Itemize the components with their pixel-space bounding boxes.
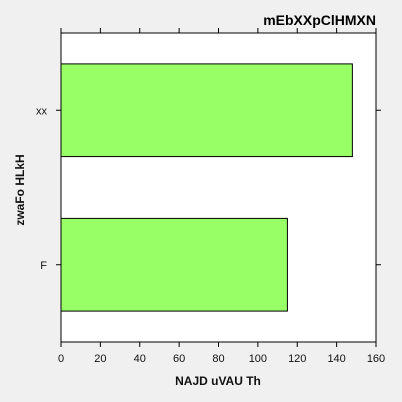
- x-tick-label: 0: [58, 353, 64, 365]
- y-tick-label: F: [40, 260, 47, 272]
- x-tick-label: 140: [327, 353, 345, 365]
- x-tick-label: 80: [212, 353, 224, 365]
- x-axis-label: NAJD uVAU Th: [175, 374, 261, 388]
- y-axis-label: zwaFo HLkH: [13, 154, 27, 225]
- y-tick-label: xx: [36, 105, 48, 117]
- x-tick-label: 120: [288, 353, 306, 365]
- bars-group: [60, 63, 353, 312]
- bar-xx: [60, 63, 353, 158]
- x-tick-label: 60: [173, 353, 185, 365]
- y-ticks-group: xx F: [36, 105, 381, 272]
- x-tick-label: 100: [249, 353, 267, 365]
- chart-title: mEbXXpClHMXN: [263, 12, 376, 28]
- x-tick-label: 20: [94, 353, 106, 365]
- bar-F: [60, 217, 288, 312]
- x-tick-label: 40: [134, 353, 146, 365]
- x-ticks-group: 0 20 40 60 80 100 120 140 160: [58, 28, 385, 365]
- x-tick-label: 160: [367, 353, 385, 365]
